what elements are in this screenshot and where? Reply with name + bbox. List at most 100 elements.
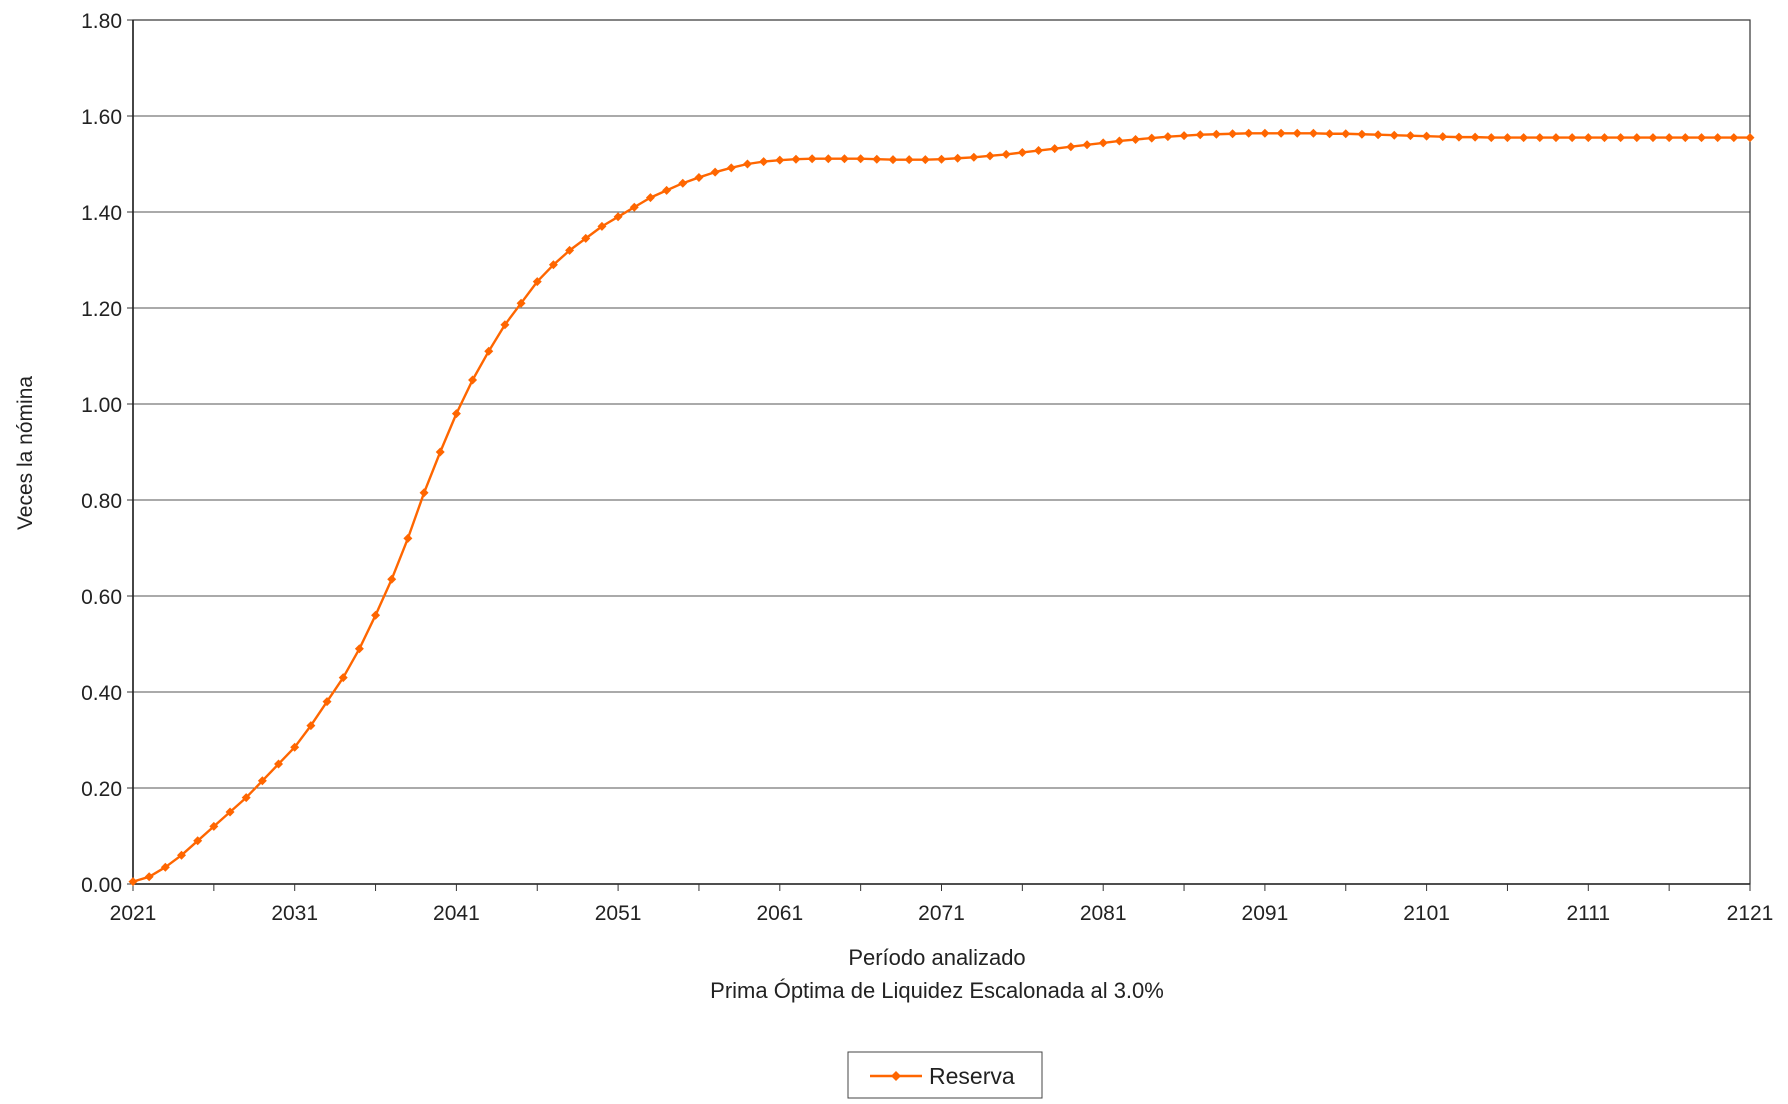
data-point-marker [516,298,526,308]
data-point-marker [435,447,445,457]
data-point-marker [548,260,558,270]
data-point-marker [274,759,284,769]
data-point-marker [1616,133,1626,143]
data-point-marker [257,776,267,786]
data-point-marker [306,721,316,731]
data-point-marker [823,154,833,164]
y-tick-label: 0.00 [81,874,122,897]
x-tick-label: 2111 [1566,902,1610,925]
x-axis-label: Período analizado [848,945,1025,970]
x-tick-label: 2091 [1242,902,1289,925]
data-point-marker [1341,129,1351,139]
data-point-marker [565,245,575,255]
data-point-marker [1357,129,1367,139]
data-point-marker [532,277,542,287]
data-point-marker [775,155,785,165]
data-point-marker [354,644,364,654]
data-point-marker [1648,133,1658,143]
y-axis-label: Veces la nómina [14,376,37,530]
data-point-marker [144,872,154,882]
data-point-marker [953,153,963,163]
data-point-marker [1114,136,1124,146]
chart-subtitle: Prima Óptima de Liquidez Escalonada al 3… [710,978,1164,1003]
plot-frame [132,19,1751,885]
y-tick-label: 0.20 [81,778,122,801]
data-point-marker [128,877,138,887]
data-point-marker [985,151,995,161]
data-point-marker [1567,133,1577,143]
data-point-marker [597,221,607,231]
data-point-marker [1163,132,1173,142]
data-point-marker [1292,128,1302,138]
data-point-marker [1098,138,1108,148]
data-point-marker [1260,128,1270,138]
data-point-marker [160,862,170,872]
x-tick-label: 2101 [1403,902,1450,925]
data-point-marker [1422,131,1432,141]
data-point-marker [856,154,866,164]
data-point-marker [888,155,898,165]
y-tick-label: 0.60 [81,586,122,609]
x-tick-label: 2041 [433,902,480,925]
data-point-marker [1696,133,1706,143]
x-tick-label: 2031 [271,902,318,925]
data-point-marker [872,154,882,164]
data-point-marker [1195,130,1205,140]
data-point-marker [1405,131,1415,141]
data-point-marker [371,610,381,620]
data-point-marker [1470,132,1480,142]
data-point-marker [1308,128,1318,138]
series-line-reserva [132,132,1750,883]
data-point-marker [1454,132,1464,142]
y-tick-label: 1.40 [81,202,122,225]
data-point-marker [322,697,332,707]
data-point-marker [710,167,720,177]
data-point-marker [1664,133,1674,143]
data-point-marker [694,172,704,182]
data-point-marker [662,185,672,195]
data-point-marker [1713,133,1723,143]
data-point-marker [1519,133,1529,143]
data-point-marker [1680,133,1690,143]
y-tick-label: 1.20 [81,298,122,321]
x-tick-label: 2121 [1727,902,1774,925]
data-point-marker [241,793,251,803]
data-point-marker [1066,142,1076,152]
data-point-marker [1147,133,1157,143]
x-tick-labels: 2021 2031 2041 2051 2061 2071 2081 2091 2101 2111… [110,902,1774,925]
data-point-marker [1583,133,1593,143]
data-point-marker [1632,133,1642,143]
data-point-marker [500,320,510,330]
data-point-marker [904,155,914,165]
data-point-marker [839,154,849,164]
data-point-marker [1551,133,1561,143]
y-tick-label: 0.80 [81,490,122,513]
data-point-marker [678,178,688,188]
data-point-marker [419,488,429,498]
data-point-marker [1082,140,1092,150]
data-point-marker [193,836,203,846]
data-point-marker [403,533,413,543]
data-point-marker [807,154,817,164]
data-point-marker [338,673,348,683]
data-point-marker [1017,147,1027,157]
data-point-marker [1211,129,1221,139]
data-point-marker [1438,132,1448,142]
legend: Reserva [847,1051,1043,1099]
data-point-marker [1228,129,1238,139]
y-tick-label: 1.80 [81,10,122,33]
data-point-marker [1034,146,1044,156]
legend-label-reserva: Reserva [929,1063,1015,1089]
series-reserva [128,128,1755,887]
data-point-marker [1745,133,1755,143]
x-tick-label: 2051 [595,902,642,925]
data-point-marker [468,375,478,385]
data-point-marker [290,742,300,752]
data-point-marker [1244,128,1254,138]
data-point-marker [387,574,397,584]
data-point-marker [1131,135,1141,145]
data-point-marker [1276,128,1286,138]
y-tick-label: 1.00 [81,394,122,417]
